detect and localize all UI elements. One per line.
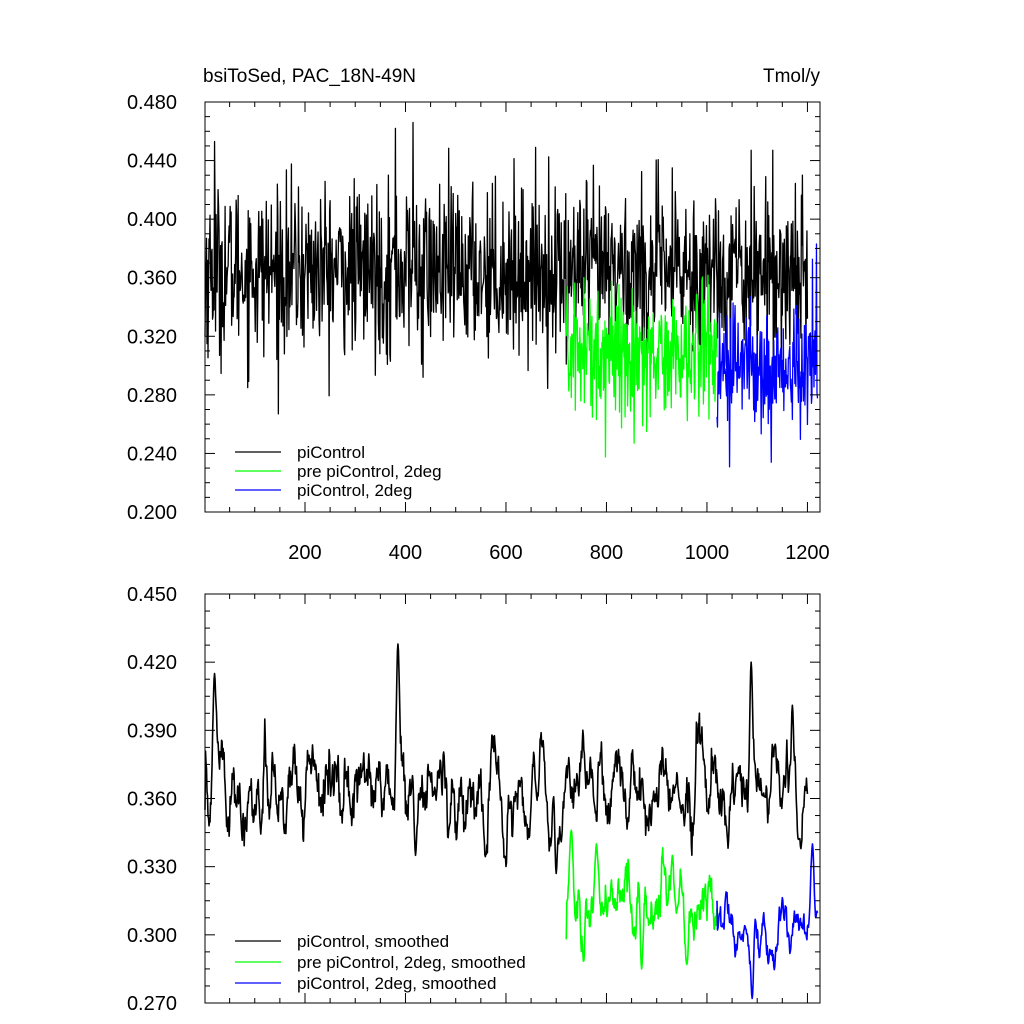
y-tick-label: 0.280 bbox=[127, 385, 177, 407]
legend-label-pre-picontrol-2deg: pre piControl, 2deg bbox=[297, 462, 442, 481]
legend-label-picontrol-2deg-smoothed: piControl, 2deg, smoothed bbox=[297, 974, 496, 993]
y-tick-label: 0.420 bbox=[127, 652, 177, 674]
bottom-panel-legend: piControl, smoothed pre piControl, 2deg,… bbox=[235, 932, 526, 993]
x-tick-label: 400 bbox=[389, 542, 422, 564]
legend-label-picontrol-smoothed: piControl, smoothed bbox=[297, 932, 449, 951]
top-panel-series bbox=[204, 121, 819, 468]
y-tick-label: 0.300 bbox=[127, 925, 177, 947]
series-line-picontrol-2deg bbox=[716, 243, 819, 468]
y-tick-label: 0.200 bbox=[127, 502, 177, 524]
y-tick-label: 0.360 bbox=[127, 268, 177, 290]
series-line-picontrol-smoothed bbox=[204, 643, 809, 875]
series-line-pre-picontrol-2deg bbox=[565, 274, 718, 458]
x-tick-label: 200 bbox=[288, 542, 321, 564]
y-tick-label: 0.400 bbox=[127, 209, 177, 231]
x-tick-label: 1200 bbox=[785, 542, 830, 564]
x-tick-label: 1000 bbox=[685, 542, 730, 564]
top-panel-units: Tmol/y bbox=[763, 66, 821, 87]
top-panel-legend: piControl pre piControl, 2deg piControl,… bbox=[235, 443, 442, 500]
y-tick-label: 0.270 bbox=[127, 993, 177, 1015]
legend-label-picontrol-2deg: piControl, 2deg bbox=[297, 481, 412, 500]
bottom-panel: 0.270 0.300 0.330 0.360 0.390 0.420 0.450 piCo… bbox=[127, 584, 821, 1015]
y-tick-label: 0.240 bbox=[127, 443, 177, 465]
y-tick-label: 0.480 bbox=[127, 92, 177, 114]
legend-label-pre-picontrol-2deg-smoothed: pre piControl, 2deg, smoothed bbox=[297, 953, 526, 972]
x-tick-label: 800 bbox=[590, 542, 623, 564]
bottom-panel-frame bbox=[204, 593, 821, 1004]
series-line-picontrol-2deg-smoothed bbox=[716, 843, 819, 1000]
series-line-pre-picontrol-2deg-smoothed bbox=[565, 829, 718, 970]
y-tick-label: 0.390 bbox=[127, 720, 177, 742]
x-tick-label: 600 bbox=[489, 542, 522, 564]
legend-label-picontrol: piControl bbox=[297, 443, 365, 462]
y-tick-label: 0.320 bbox=[127, 326, 177, 348]
y-tick-label: 0.440 bbox=[127, 151, 177, 173]
top-panel: bsiToSed, PAC_18N-49N Tmol/y 200 400 600 80… bbox=[127, 66, 830, 564]
y-tick-label: 0.450 bbox=[127, 584, 177, 606]
y-tick-label: 0.360 bbox=[127, 789, 177, 811]
y-tick-label: 0.330 bbox=[127, 857, 177, 879]
top-panel-title: bsiToSed, PAC_18N-49N bbox=[203, 66, 416, 87]
top-panel-ticks: 200 400 600 800 1000 1200 0.200 0.240 0.280 0.320… bbox=[127, 92, 830, 564]
bottom-panel-ticks: 0.270 0.300 0.330 0.360 0.390 0.420 0.450 bbox=[127, 584, 820, 1015]
bottom-panel-series bbox=[204, 643, 819, 1000]
series-line-picontrol bbox=[204, 121, 809, 415]
top-panel-frame bbox=[204, 101, 821, 513]
